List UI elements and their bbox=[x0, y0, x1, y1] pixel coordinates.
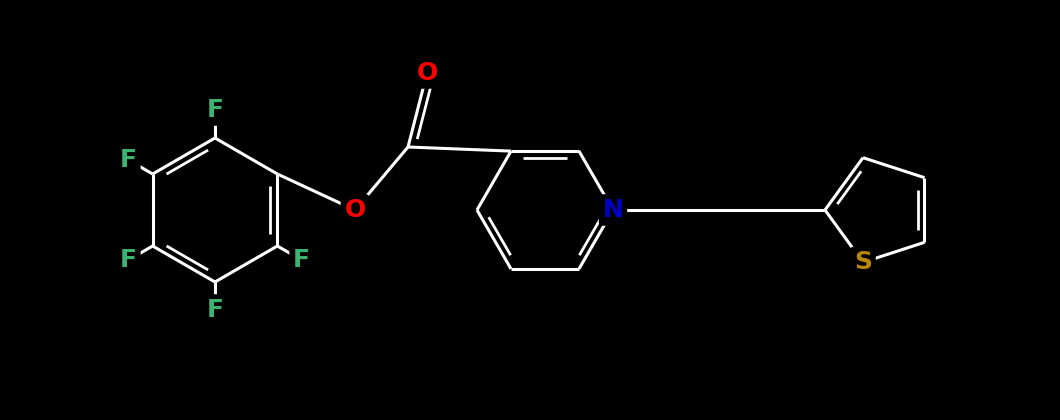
Text: F: F bbox=[120, 248, 137, 272]
Text: O: O bbox=[344, 198, 366, 222]
Text: F: F bbox=[207, 298, 224, 322]
Text: O: O bbox=[417, 61, 438, 85]
Text: F: F bbox=[207, 98, 224, 122]
Text: F: F bbox=[120, 148, 137, 172]
Text: N: N bbox=[602, 198, 623, 222]
Text: S: S bbox=[854, 250, 872, 274]
Text: F: F bbox=[294, 248, 311, 272]
